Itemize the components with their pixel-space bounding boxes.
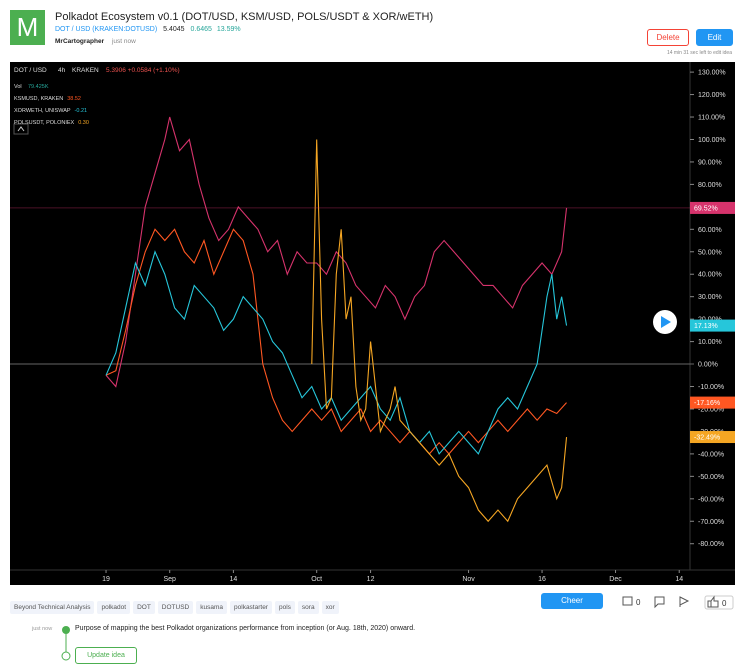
- price: 5.4045: [163, 26, 185, 33]
- collapse-icon: [17, 126, 25, 132]
- y-tick-label: 100.00%: [698, 137, 726, 144]
- tag[interactable]: polkastarter: [230, 601, 272, 614]
- edit-note: 14 min 31 sec left to edit idea: [666, 50, 732, 56]
- legend-exchange: KRAKEN: [72, 67, 99, 74]
- timeline-text: Purpose of mapping the best Polkadot org…: [75, 625, 416, 632]
- delete-button[interactable]: Delete: [647, 29, 689, 46]
- edit-button[interactable]: Edit: [696, 29, 733, 46]
- x-tick-label: Sep: [163, 576, 176, 583]
- y-tick-label: -80.00%: [698, 541, 724, 548]
- like-icon: [707, 595, 719, 608]
- x-tick-label: 16: [538, 576, 546, 583]
- y-tick-label: -60.00%: [698, 496, 724, 503]
- like-count: 0: [722, 599, 727, 608]
- tag[interactable]: Beyond Technical Analysis: [10, 601, 95, 614]
- end-value-label: -32.49%: [694, 435, 720, 442]
- tag[interactable]: DOTUSD: [157, 601, 194, 614]
- x-tick-label: 12: [367, 576, 375, 583]
- chart: DOT / USD 4h KRAKEN 5.3906 +0.0584 (+1.1…: [10, 62, 735, 585]
- legend-value: 0.30: [78, 120, 89, 126]
- timeline-dot: [62, 626, 70, 634]
- tag[interactable]: kusama: [196, 601, 228, 614]
- tag[interactable]: polkadot: [97, 601, 131, 614]
- end-value-label: -17.16%: [694, 400, 720, 407]
- x-tick-label: 14: [675, 576, 683, 583]
- symbol[interactable]: DOT / USD (KRAKEN:DOTUSD): [55, 26, 158, 33]
- legend-value: -0.21: [75, 108, 88, 114]
- y-tick-label: -40.00%: [698, 451, 724, 458]
- legend-interval: 4h: [58, 67, 66, 74]
- legend-volume-value: 79.425K: [28, 84, 49, 90]
- cheer-button[interactable]: Cheer: [541, 593, 603, 609]
- symbol-line: DOT / USD (KRAKEN:DOTUSD) 5.4045 0.6465 …: [55, 26, 241, 33]
- author-line: MrCartographer just now: [55, 38, 136, 45]
- y-tick-label: 90.00%: [698, 159, 722, 166]
- x-tick-label: Nov: [462, 576, 475, 583]
- action-icons: 0 0: [622, 595, 734, 610]
- y-tick-label: -10.00%: [698, 384, 724, 391]
- y-tick-label: -20.00%: [698, 406, 724, 413]
- end-value-label: 17.13%: [694, 323, 718, 330]
- flag-icon[interactable]: [679, 596, 690, 607]
- y-tick-label: -70.00%: [698, 519, 724, 526]
- legend-name: POLSUSDT, POLONIEX: [14, 120, 75, 126]
- play-icon: [661, 316, 671, 328]
- y-tick-label: 10.00%: [698, 339, 722, 346]
- change: 0.6465: [190, 26, 212, 33]
- tag[interactable]: pols: [274, 601, 295, 614]
- series-line: [105, 228, 567, 455]
- x-tick-label: 19: [102, 576, 110, 583]
- end-value-tag: [690, 396, 735, 409]
- tag[interactable]: sora: [297, 601, 319, 614]
- time: just now: [111, 38, 136, 45]
- comment-icon[interactable]: [622, 596, 633, 606]
- timeline-time: just now: [32, 626, 53, 632]
- collapse-button[interactable]: [13, 123, 29, 135]
- y-tick-label: 40.00%: [698, 272, 722, 279]
- legend-main: DOT / USD: [14, 67, 47, 74]
- end-value-tag: [690, 201, 735, 214]
- series-line: [105, 116, 568, 388]
- y-tick-label: 130.00%: [698, 70, 726, 77]
- y-tick-label: 50.00%: [698, 249, 722, 256]
- legend-name: KSMUSD, KRAKEN: [14, 96, 63, 102]
- y-tick-label: 60.00%: [698, 227, 722, 234]
- legend-volume: Vol: [14, 84, 22, 90]
- like-button[interactable]: [704, 595, 734, 610]
- share-icon[interactable]: [654, 596, 665, 609]
- idea-title: Polkadot Ecosystem v0.1 (DOT/USD, KSM/US…: [55, 11, 434, 23]
- legend-value: 38.52: [67, 96, 81, 102]
- update-button[interactable]: Update idea: [75, 647, 137, 664]
- legend-quote: 5.3906 +0.0584 (+1.10%): [106, 67, 180, 74]
- tag[interactable]: xor: [321, 601, 339, 614]
- x-tick-label: Oct: [311, 576, 322, 583]
- timeline-dot: [61, 651, 71, 661]
- y-tick-label: 120.00%: [698, 92, 726, 99]
- y-tick-label: 0.00%: [698, 362, 718, 369]
- end-value-tag: [690, 319, 735, 332]
- tags: Beyond Technical Analysis polkadot DOT DOTU…: [10, 596, 342, 614]
- legend-name: XORWETH, UNISWAP: [14, 108, 71, 114]
- x-tick-label: 14: [230, 576, 238, 583]
- comment-count: 0: [636, 598, 641, 607]
- y-tick-label: 110.00%: [698, 115, 725, 122]
- series-line: [311, 139, 568, 523]
- author[interactable]: MrCartographer: [55, 38, 105, 45]
- x-tick-label: Dec: [609, 576, 622, 583]
- end-value-tag: [690, 431, 735, 444]
- y-tick-label: -50.00%: [698, 474, 724, 481]
- timeline-track: [61, 626, 71, 661]
- chart-background: [10, 62, 735, 585]
- logo: M: [10, 10, 45, 45]
- end-value-label: 69.52%: [694, 205, 718, 212]
- tag[interactable]: DOT: [133, 601, 155, 614]
- series-line: [105, 250, 568, 455]
- y-tick-label: 30.00%: [698, 294, 722, 301]
- change-pct: 13.59%: [216, 26, 241, 33]
- y-tick-label: 80.00%: [698, 182, 722, 189]
